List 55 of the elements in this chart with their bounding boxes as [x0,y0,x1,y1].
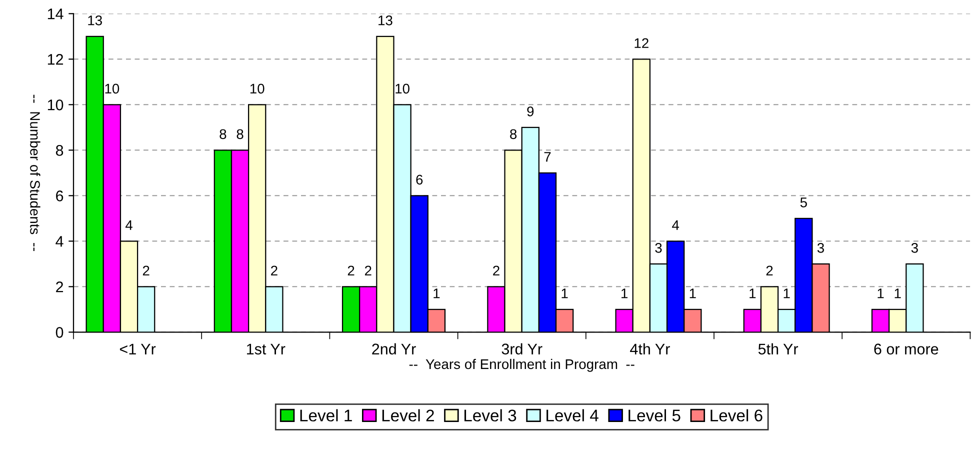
data-label: 9 [527,106,534,116]
data-label: 3 [655,242,662,253]
x-tick-label: 1st Yr [247,344,286,354]
data-label: 2 [493,266,500,276]
data-label: 1 [894,288,901,298]
data-label: 1 [622,288,628,298]
y-tick-label: 6 [56,190,64,202]
data-label: 7 [544,152,551,162]
x-tick-label: 2nd Yr [372,343,416,354]
y-tick-label: 14 [48,8,64,20]
x-tick-label: <1 Yr [120,344,156,354]
data-label: 12 [634,38,648,48]
x-axis-title: -- Years of Enrollment in Program -- [409,358,634,372]
data-label: 1 [878,288,884,298]
y-tick-label: 12 [48,54,64,65]
legend-label: Level 6 [710,409,762,422]
y-tick-label: 10 [48,100,64,110]
data-label: 2 [348,266,354,276]
data-label: 8 [220,129,226,140]
y-tick-label: 4 [56,236,64,247]
data-label: 2 [364,266,372,276]
data-label: 4 [672,220,680,230]
data-label: 8 [510,129,517,140]
data-label: 1 [784,288,790,298]
legend-label: Level 5 [628,409,680,422]
data-label: 13 [88,15,102,26]
y-tick-label: 8 [56,145,64,156]
x-tick-label: 3rd Yr [502,343,542,354]
data-label: 13 [378,15,392,26]
data-label: 3 [911,242,918,253]
data-label: 10 [105,84,120,94]
legend-label: Level 3 [464,409,516,422]
data-label: 1 [562,288,568,298]
legend-label: Level 4 [546,409,598,422]
data-label: 10 [250,84,264,94]
data-label: 6 [416,174,423,185]
y-axis-title: -- Number of Students -- [30,94,40,252]
x-tick-label: 5th Yr [758,343,798,354]
data-label: 1 [690,288,696,298]
y-tick-label: 2 [56,282,64,292]
data-label: 2 [142,266,150,276]
legend-label: Level 2 [382,409,434,422]
data-label: 4 [125,220,132,230]
data-label: 1 [434,288,440,298]
y-tick-label: 0 [56,327,64,338]
data-label: 10 [396,84,410,94]
data-label: 3 [817,242,824,253]
data-label: 2 [766,266,773,276]
legend-label: Level 1 [300,409,352,422]
x-tick-label: 4th Yr [630,343,670,354]
data-label: 8 [236,129,244,140]
x-tick-label: 6 or more [874,344,938,354]
data-label: 5 [800,198,807,208]
data-label: 1 [750,288,756,298]
data-label: 2 [271,266,278,276]
